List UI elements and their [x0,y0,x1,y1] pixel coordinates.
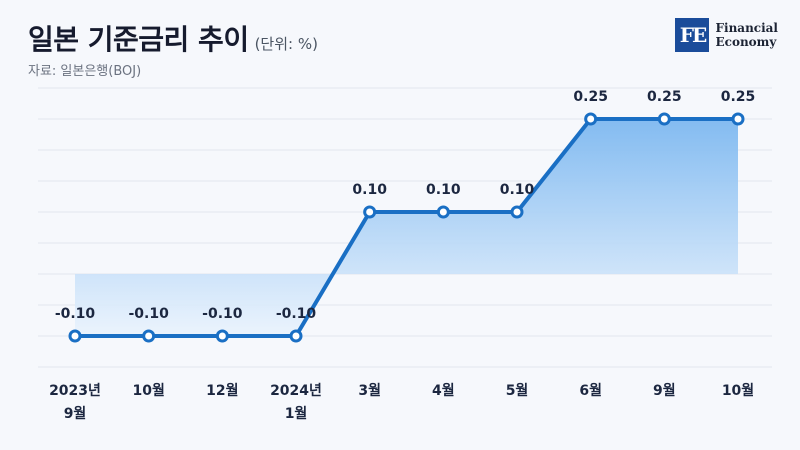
x-tick-label: 10월 [722,382,754,399]
data-points [68,112,745,343]
data-label: -0.10 [128,306,169,322]
logo-text: Financial Economy [715,21,778,49]
data-point [731,112,745,126]
x-tick-label: 1월 [285,405,308,422]
data-point [363,205,377,219]
unit-label: (단위: %) [254,35,318,53]
data-label: 0.25 [721,89,756,105]
logo-line-1: Financial [715,21,778,35]
x-tick-label: 5월 [506,382,529,399]
data-point [289,329,303,343]
data-label: 0.25 [647,89,682,105]
x-tick-label: 9월 [64,405,87,422]
data-labels: -0.10 -0.10 -0.10 -0.10 0.10 0.10 0.10 0.25 0.25… [55,89,755,322]
chart-title: 일본 기준금리 추이 [28,23,249,56]
data-label: 0.25 [573,89,608,105]
source-note: 자료: 일본은행(BOJ) [28,64,142,79]
x-tick-label: 12월 [206,382,238,399]
logo-line-2: Economy [715,35,777,49]
x-tick-label: 10월 [132,382,164,399]
data-point [510,205,524,219]
data-point [215,329,229,343]
data-label: -0.10 [276,306,317,322]
data-label: -0.10 [202,306,243,322]
data-label: -0.10 [55,306,96,322]
x-tick-label: 3월 [358,382,381,399]
area-fill [75,119,738,336]
x-tick-label: 2024년 [270,383,322,399]
x-tick-label: 6월 [579,382,602,399]
x-tick-label: 4월 [432,382,455,399]
title-block: 일본 기준금리 추이 (단위: %) [28,18,318,58]
data-label: 0.10 [500,182,535,198]
logo-mark-icon: FE [675,18,710,52]
x-tick-label: 9월 [653,382,676,399]
data-point [68,329,82,343]
x-tick-labels: 2023년 9월 10월 12월 2024년 1월 3월 4월 5월 6월 9월 10월 [49,382,754,422]
series-line [75,117,738,338]
data-point [142,329,156,343]
data-point [657,112,671,126]
data-point [436,205,450,219]
data-label: 0.10 [352,182,387,198]
data-label: 0.10 [426,182,461,198]
x-tick-label: 2023년 [49,383,101,399]
data-point [584,112,598,126]
brand-logo: FE Financial Economy [675,18,778,52]
